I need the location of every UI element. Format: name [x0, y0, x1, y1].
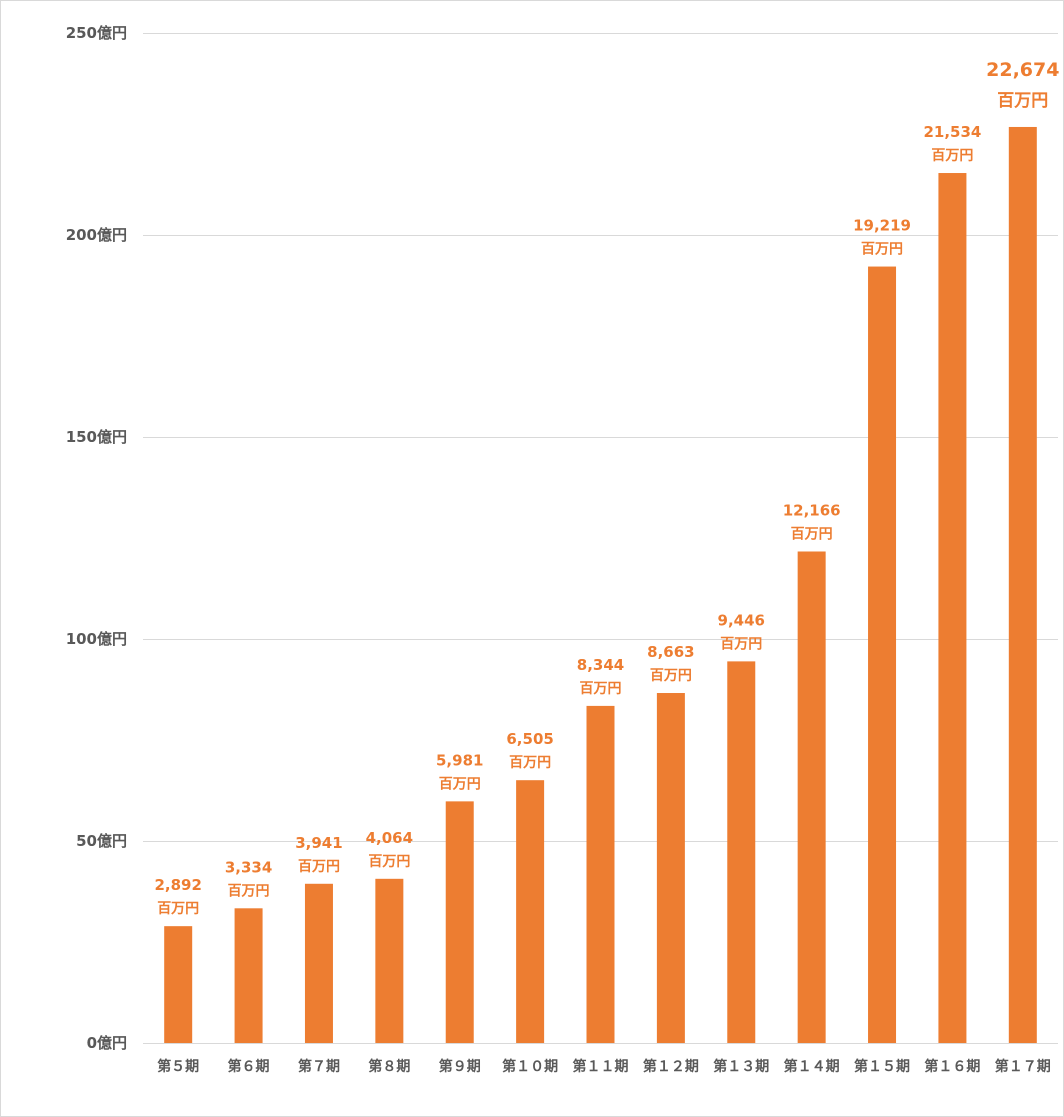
data-label: 5,981 百万円 — [436, 751, 483, 792]
x-tick-label: 第８期 — [368, 1058, 410, 1075]
x-tick-label: 第１３期 — [713, 1058, 769, 1075]
bar — [445, 801, 474, 1043]
bars — [164, 126, 1037, 1044]
y-tick-label: 50億円 — [76, 832, 127, 850]
x-tick-label: 第１１期 — [573, 1058, 629, 1075]
data-label-value: 5,981 — [436, 751, 483, 769]
data-label: 8,344 百万円 — [577, 656, 624, 697]
data-label-unit: 百万円 — [997, 91, 1048, 111]
data-labels: 2,892 百万円 3,334 百万円 3,941 百万円 4,064 百万円 5,981 百万円… — [154, 59, 1059, 917]
bar — [375, 878, 404, 1043]
data-label-value: 21,534 — [923, 123, 981, 141]
data-label: 3,334 百万円 — [225, 858, 272, 899]
bar — [797, 551, 826, 1043]
data-label: 2,892 百万円 — [154, 876, 201, 917]
x-tick-label: 第１７期 — [995, 1058, 1051, 1075]
bar — [868, 266, 897, 1044]
data-label: 21,534 百万円 — [923, 123, 981, 164]
y-tick-label: 250億円 — [66, 24, 127, 42]
x-tick-label: 第９期 — [439, 1058, 481, 1075]
data-label-value: 6,505 — [506, 730, 553, 748]
x-tick-label: 第１２期 — [643, 1058, 699, 1075]
data-label-unit: 百万円 — [298, 859, 340, 875]
data-label-unit: 百万円 — [861, 242, 903, 258]
bar — [234, 908, 263, 1043]
x-tick-label: 第７期 — [298, 1058, 340, 1075]
data-label-value: 4,064 — [366, 829, 413, 847]
y-axis-tick-labels: 0億円 50億円 100億円 150億円 200億円 250億円 — [66, 24, 127, 1052]
data-label-value: 8,344 — [577, 656, 624, 674]
y-tick-label: 150億円 — [66, 428, 127, 446]
x-tick-label: 第１４期 — [784, 1058, 840, 1075]
bar — [586, 705, 615, 1043]
y-tick-label: 200億円 — [66, 226, 127, 244]
data-label: 4,064 百万円 — [366, 829, 413, 870]
data-label-value: 8,663 — [647, 643, 694, 661]
bar — [164, 926, 193, 1043]
data-label-value: 2,892 — [154, 876, 201, 894]
bar — [938, 173, 967, 1044]
data-label-value: 12,166 — [783, 501, 841, 519]
data-label-unit: 百万円 — [228, 883, 270, 899]
x-tick-label: 第５期 — [157, 1058, 199, 1075]
data-label-value: 9,446 — [718, 611, 765, 629]
x-tick-label: 第６期 — [228, 1058, 270, 1075]
x-tick-label: 第１０期 — [502, 1058, 558, 1075]
data-label-unit: 百万円 — [580, 681, 622, 697]
data-label-value: 19,219 — [853, 217, 911, 235]
data-label-unit: 百万円 — [509, 755, 551, 771]
data-label-unit: 百万円 — [439, 776, 481, 792]
data-label: 12,166 百万円 — [783, 501, 841, 542]
data-label: 19,219 百万円 — [853, 217, 911, 258]
bar — [1008, 126, 1037, 1043]
x-axis-tick-labels: 第５期 第６期 第７期 第８期 第９期 第１０期 第１１期 第１２期 第１３期 第１４期 第１５期第… — [157, 1058, 1051, 1075]
data-label: 22,674 百万円 — [986, 59, 1059, 111]
x-tick-label: 第１６期 — [924, 1058, 980, 1075]
data-label: 3,941 百万円 — [295, 834, 342, 875]
data-label-unit: 百万円 — [157, 901, 199, 917]
data-label-value: 22,674 — [986, 59, 1059, 81]
bar — [516, 780, 545, 1043]
bar — [727, 661, 756, 1043]
data-label: 8,663 百万円 — [647, 643, 694, 684]
data-label-value: 3,941 — [295, 834, 342, 852]
bar — [656, 693, 685, 1043]
data-label-value: 3,334 — [225, 858, 272, 876]
y-tick-label: 0億円 — [87, 1034, 127, 1052]
bar — [304, 883, 333, 1043]
data-label-unit: 百万円 — [650, 668, 692, 684]
y-tick-label: 100億円 — [66, 630, 127, 648]
data-label: 6,505 百万円 — [506, 730, 553, 771]
data-label: 9,446 百万円 — [718, 611, 765, 652]
data-label-unit: 百万円 — [368, 854, 410, 870]
x-tick-label: 第１５期 — [854, 1058, 910, 1075]
data-label-unit: 百万円 — [931, 148, 973, 164]
data-label-unit: 百万円 — [720, 636, 762, 652]
data-label-unit: 百万円 — [791, 526, 833, 542]
gridlines — [143, 33, 1058, 1044]
